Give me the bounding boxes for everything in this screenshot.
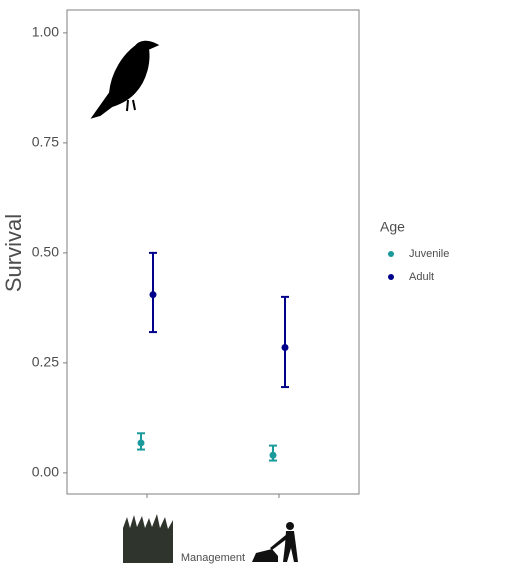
y-tick-label: 0.50 [32,244,59,260]
bird-icon [90,40,160,119]
legend-label: Adult [409,271,434,283]
point [269,451,277,459]
plot-panel [66,9,360,495]
mower-icon [252,522,298,562]
x-axis-title: Management [181,552,245,564]
point [149,291,157,299]
grass-icon [123,514,173,563]
legend-label: Juvenile [409,248,449,260]
y-tick-label: 0.75 [32,134,59,150]
y-tick-label: 0.00 [32,464,59,480]
y-tick-label: 1.00 [32,24,59,40]
legend-key [388,251,394,257]
legend-title: Age [380,219,405,235]
y-tick-label: 0.25 [32,354,59,370]
point [281,343,289,351]
legend-key [388,274,394,280]
point [137,439,145,447]
y-axis-title: Survival [1,214,26,292]
